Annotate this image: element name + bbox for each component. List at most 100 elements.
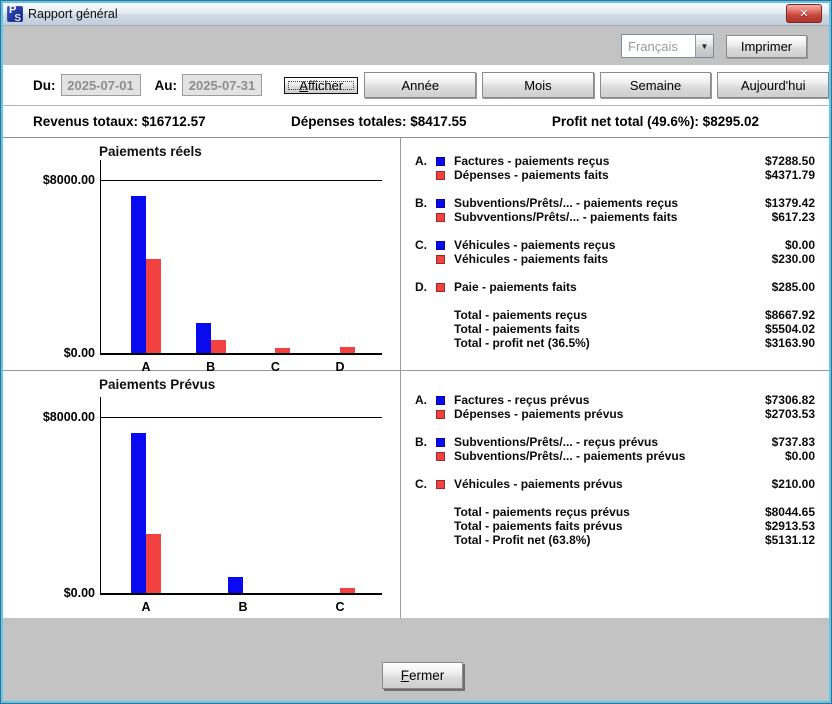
category-label: B [238,600,248,614]
legend-label: Paie - paiements faits [454,280,577,294]
date-to-field[interactable] [182,74,262,96]
plot-area: A B C D [100,180,382,374]
chart-expected-payments: Paiements Prévus $8000.00 $0.00 A B C [3,371,401,618]
legend-row: Subvventions/Prêts/... - paiements faits… [401,210,829,224]
totals-label: Total - paiements reçus prévus [454,505,630,519]
legend-group: B. Subventions/Prêts/... - paiements reçu… [401,196,829,224]
totals-value: $8044.65 [764,505,815,519]
legend-color-swatch [436,437,445,447]
legend-group: D. Paie - paiements faits $285.00 [401,280,829,294]
app-icon: P S [7,4,23,24]
bar-red [340,588,355,593]
title-bar[interactable]: P S Rapport général ✕ [3,3,829,26]
legend-color-swatch [436,240,445,250]
legend-label: Dépenses - paiements faits [454,168,609,182]
month-button[interactable]: Mois [482,72,594,98]
legend-group: A. Factures - reçus prévus $7306.82 Dépense… [401,393,829,421]
legend-color-swatch [436,451,445,461]
y-axis-line [100,397,101,595]
legend-letter: B. [415,196,427,210]
summary-profit: Profit net total (49.6%): $8295.02 [551,114,759,129]
legend-value: $617.23 [771,210,815,224]
window-title: Rapport général [28,7,118,21]
legend-value: $7288.50 [764,154,815,168]
totals-value: $3163.90 [764,336,815,350]
legend-row: B. Subventions/Prêts/... - paiements reçu… [401,196,829,210]
bar-red [275,348,291,353]
category-label: C [335,600,345,614]
bar-blue [195,323,211,353]
legend-color-swatch [436,254,445,264]
year-button[interactable]: Année [364,72,477,98]
today-button[interactable]: Aujourd'hui [717,72,829,98]
legend-letter: C. [415,238,427,252]
chart-title: Paiements Prévus [99,377,216,392]
print-button[interactable]: Imprimer [726,35,807,58]
legend-value: $4371.79 [764,168,815,182]
totals-row: Total - paiements faits $5504.02 [401,322,829,336]
totals-value: $8667.92 [764,308,815,322]
chart-actual-payments: Paiements réels $8000.00 $0.00 A B C D [3,138,401,374]
legend-letter: D. [415,280,427,294]
legend-row: Dépenses - paiements faits $4371.79 [401,168,829,182]
legend-color-swatch [436,170,445,180]
totals-row: Total - paiements faits prévus $2913.53 [401,519,829,533]
date-from-field[interactable] [60,74,141,96]
legend-value: $0.00 [784,238,815,252]
legend-color-swatch [436,198,445,208]
bar-red [146,259,161,353]
chart-title: Paiements réels [99,144,202,159]
category-label: D [335,360,345,374]
totals-value: $5131.12 [764,533,815,547]
legend-letter: C. [415,477,427,491]
legend-row: A. Factures - paiements reçus $7288.50 [401,154,829,168]
legend-color-swatch [436,409,445,419]
close-icon: ✕ [799,8,809,20]
summary-row: Revenus totaux: $16712.57 Dépenses total… [3,106,829,138]
legend-label: Subvventions/Prêts/... - paiements faits [454,210,678,224]
legend-value: $0.00 [784,449,815,463]
legend-label: Factures - reçus prévus [454,393,590,407]
category-label: C [270,360,280,374]
legend-row: D. Paie - paiements faits $285.00 [401,280,829,294]
bar-blue [228,577,243,593]
totals-row: Total - paiements reçus $8667.92 [401,308,829,322]
toolbar: Français ▼ Imprimer [3,26,829,65]
category-label: B [206,360,216,374]
legend-value: $285.00 [771,280,815,294]
legend-row: A. Factures - reçus prévus $7306.82 [401,393,829,407]
legend-color-swatch [436,282,445,292]
bar-red [146,534,161,593]
date-to-label: Au: [154,77,178,93]
y-axis-line [100,160,101,355]
legend-row: C. Véhicules - paiements prévus $210.00 [401,477,829,491]
y-axis-zero-label: $0.00 [63,586,95,600]
bar-red [340,347,355,353]
legend-value: $737.83 [771,435,815,449]
legend-expected-payments: A. Factures - reçus prévus $7306.82 Dépense… [401,371,829,618]
bar-blue [131,196,146,353]
week-button[interactable]: Semaine [599,72,712,98]
chevron-down-icon[interactable]: ▼ [695,35,713,57]
legend-label: Subventions/Prêts/... - paiements reçus [454,196,679,210]
legend-label: Véhicules - paiements reçus [454,238,616,252]
legend-color-swatch [436,395,445,405]
language-select[interactable]: Français ▼ [621,34,714,58]
legend-color-swatch [436,479,445,489]
totals-row: Total - Profit net (63.8%) $5131.12 [401,533,829,547]
totals-label: Total - paiements faits prévus [454,519,623,533]
legend-group: B. Subventions/Prêts/... - reçus prévus $7… [401,435,829,463]
y-axis-max-label: $8000.00 [42,410,95,424]
legend-label: Subventions/Prêts/... - paiements prévus [454,449,686,463]
legend-row: Subventions/Prêts/... - paiements prévus… [401,449,829,463]
legend-label: Véhicules - paiements faits [454,252,609,266]
y-axis-zero-label: $0.00 [63,346,95,360]
plot-area: A B C [100,417,382,614]
close-button[interactable]: ✕ [786,4,822,23]
legend-row: Dépenses - paiements prévus $2703.53 [401,407,829,421]
